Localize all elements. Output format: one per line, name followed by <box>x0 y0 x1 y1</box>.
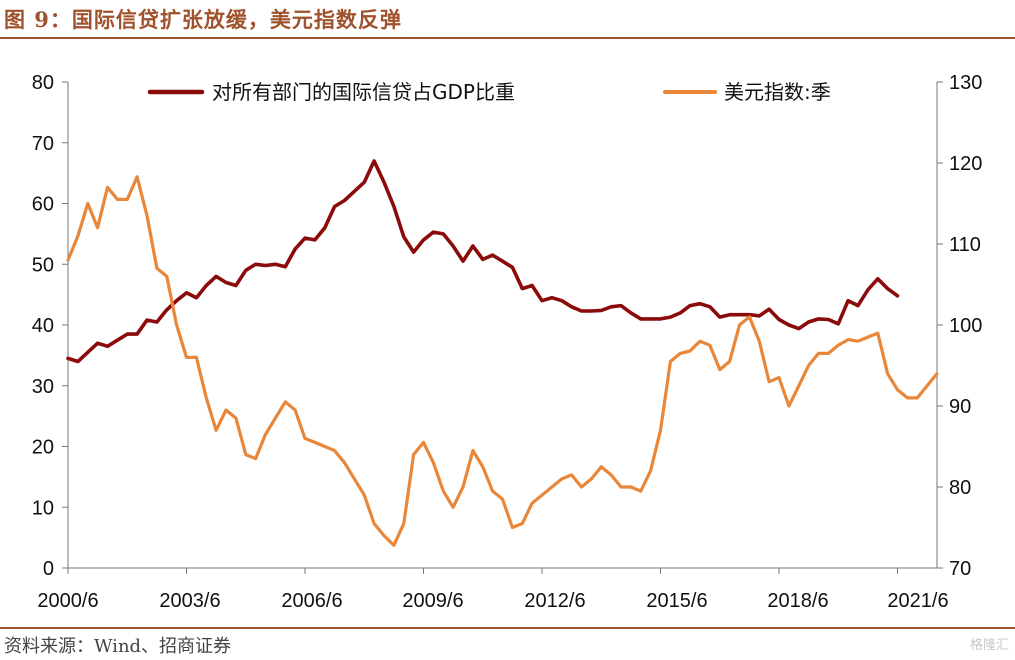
left-tick-label: 40 <box>32 315 54 337</box>
right-tick-label: 100 <box>949 315 982 337</box>
x-tick-label: 2018/6 <box>767 590 828 612</box>
left-tick-label: 30 <box>32 376 54 398</box>
x-tick-label: 2006/6 <box>281 590 342 612</box>
x-tick-label: 2015/6 <box>646 590 707 612</box>
x-tick-label: 2003/6 <box>159 590 220 612</box>
left-tick-label: 0 <box>43 558 54 580</box>
right-tick-label: 120 <box>949 153 982 175</box>
source-note: 资料来源：Wind、招商证券 <box>4 636 232 657</box>
legend-label: 美元指数:季 <box>724 80 831 104</box>
left-tick-label: 10 <box>32 497 54 519</box>
series-dollar-index-line <box>66 175 939 547</box>
x-axis-ticks: 2000/6 2003/6 2006/6 2009/6 2012/6 2015/6 2018… <box>37 568 949 612</box>
legend-label: 对所有部门的国际信贷占GDP比重 <box>212 80 515 104</box>
legend: 对所有部门的国际信贷占GDP比重 美元指数:季 <box>147 80 831 104</box>
right-tick-label: 130 <box>949 72 982 94</box>
title-rule <box>0 37 1015 39</box>
left-tick-label: 60 <box>32 194 54 216</box>
x-tick-label: 2009/6 <box>402 590 463 612</box>
right-tick-label: 80 <box>949 477 971 499</box>
series-credit-gdp-line <box>66 159 900 364</box>
right-tick-label: 90 <box>949 396 971 418</box>
chart: 0 10 20 30 40 50 60 70 80 70 80 90 100 110 120 130 200… <box>32 72 983 612</box>
x-tick-label: 2021/6 <box>887 590 948 612</box>
left-tick-label: 80 <box>32 72 54 94</box>
footer-rule <box>0 627 1015 629</box>
left-axis-ticks: 0 10 20 30 40 50 60 70 80 <box>32 72 68 580</box>
left-tick-label: 20 <box>32 437 54 459</box>
figure-title: 图 9：国际信贷扩张放缓，美元指数反弹 <box>4 7 402 32</box>
watermark: 格隆汇 <box>969 637 1009 652</box>
x-tick-label: 2000/6 <box>37 590 98 612</box>
left-tick-label: 70 <box>32 133 54 155</box>
right-tick-label: 70 <box>949 558 971 580</box>
right-axis-ticks: 70 80 90 100 110 120 130 <box>937 72 982 580</box>
series-lines <box>66 159 939 547</box>
right-tick-label: 110 <box>949 234 981 256</box>
x-tick-label: 2012/6 <box>524 590 585 612</box>
left-tick-label: 50 <box>32 254 54 276</box>
